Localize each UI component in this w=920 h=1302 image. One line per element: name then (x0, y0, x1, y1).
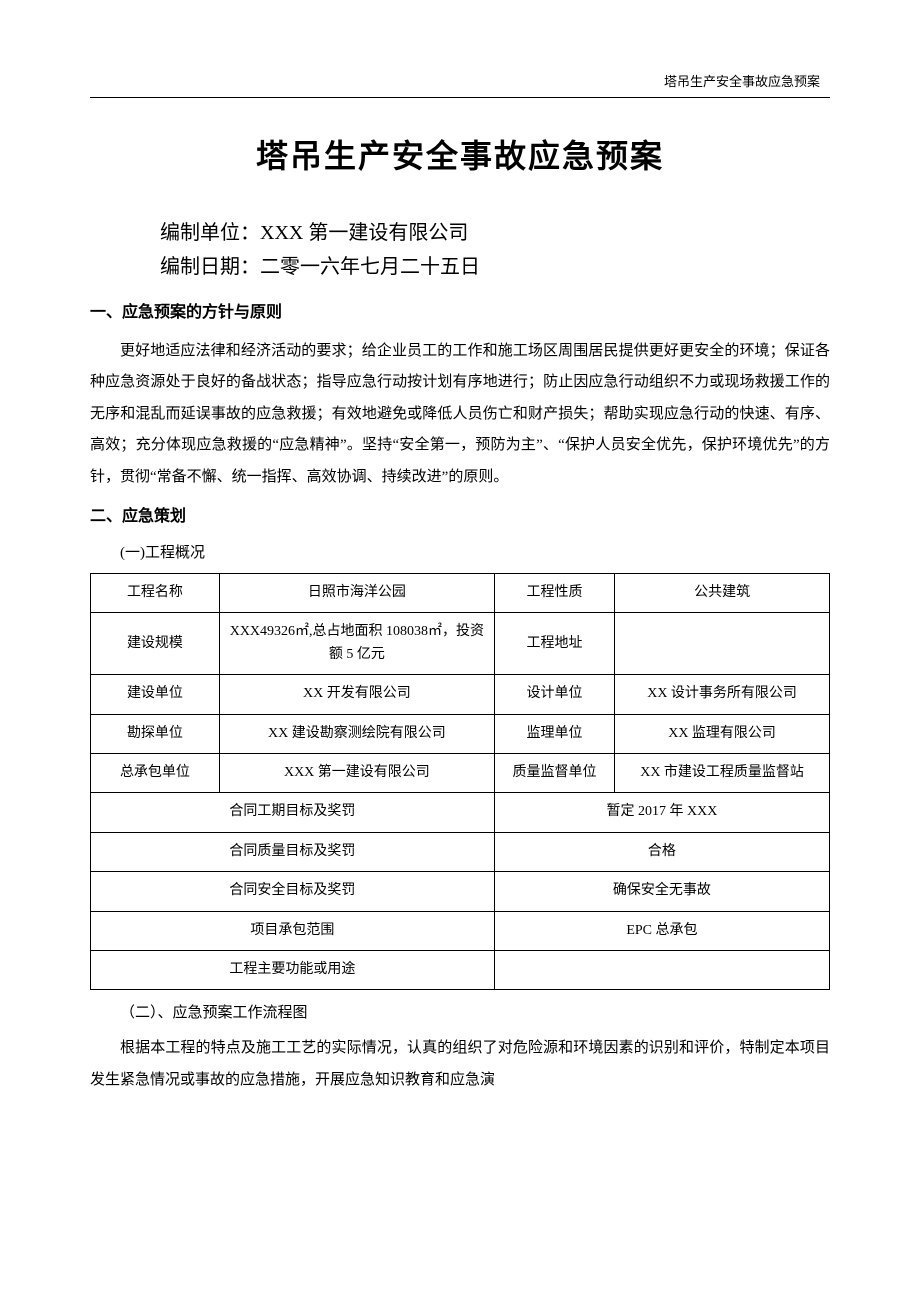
cell-contractor-label: 总承包单位 (91, 754, 220, 793)
cell-safety-target-value: 确保安全无事故 (494, 872, 829, 911)
cell-scope-value: EPC 总承包 (494, 911, 829, 950)
cell-survey-unit-label: 勘探单位 (91, 714, 220, 753)
meta-unit-value: XXX 第一建设有限公司 (260, 222, 468, 244)
cell-design-unit-value: XX 设计事务所有限公司 (615, 675, 830, 714)
section1-para: 更好地适应法律和经济活动的要求；给企业员工的工作和施工场区周围居民提供更好更安全… (90, 336, 830, 494)
cell-build-unit-value: XX 开发有限公司 (219, 675, 494, 714)
cell-duration-value: 暂定 2017 年 XXX (494, 793, 829, 832)
header-divider (90, 97, 830, 98)
cell-quality-unit-label: 质量监督单位 (494, 754, 614, 793)
cell-scale-value: XXX49326㎡,总占地面积 108038㎡，投资额 5 亿元 (219, 613, 494, 675)
cell-address-label: 工程地址 (494, 613, 614, 675)
cell-build-unit-label: 建设单位 (91, 675, 220, 714)
cell-project-nature-value: 公共建筑 (615, 574, 830, 613)
project-info-table: 工程名称 日照市海洋公园 工程性质 公共建筑 建设规模 XXX49326㎡,总占… (90, 573, 830, 990)
meta-date: 编制日期：二零一六年七月二十五日 (160, 250, 830, 284)
cell-function-label: 工程主要功能或用途 (91, 950, 495, 989)
running-header: 塔吊生产安全事故应急预案 (90, 70, 830, 93)
cell-scale-label: 建设规模 (91, 613, 220, 675)
cell-project-nature-label: 工程性质 (494, 574, 614, 613)
section2-sub1: (一)工程概况 (120, 540, 830, 567)
table-row: 工程名称 日照市海洋公园 工程性质 公共建筑 (91, 574, 830, 613)
table-row: 合同质量目标及奖罚 合格 (91, 832, 830, 871)
section2-para2: 根据本工程的特点及施工工艺的实际情况，认真的组织了对危险源和环境因素的识别和评价… (90, 1033, 830, 1096)
meta-unit-label: 编制单位： (160, 222, 260, 244)
cell-project-name-label: 工程名称 (91, 574, 220, 613)
cell-supervise-unit-value: XX 监理有限公司 (615, 714, 830, 753)
section1-heading: 一、应急预案的方针与原则 (90, 299, 830, 328)
cell-safety-target-label: 合同安全目标及奖罚 (91, 872, 495, 911)
cell-contractor-value: XXX 第一建设有限公司 (219, 754, 494, 793)
section2-heading: 二、应急策划 (90, 503, 830, 532)
cell-quality-target-label: 合同质量目标及奖罚 (91, 832, 495, 871)
table-row: 工程主要功能或用途 (91, 950, 830, 989)
table-row: 总承包单位 XXX 第一建设有限公司 质量监督单位 XX 市建设工程质量监督站 (91, 754, 830, 793)
cell-design-unit-label: 设计单位 (494, 675, 614, 714)
meta-date-label: 编制日期： (160, 256, 260, 278)
cell-function-value (494, 950, 829, 989)
section2-sub2: （二）、应急预案工作流程图 (120, 1000, 830, 1027)
cell-supervise-unit-label: 监理单位 (494, 714, 614, 753)
table-row: 合同安全目标及奖罚 确保安全无事故 (91, 872, 830, 911)
cell-quality-target-value: 合格 (494, 832, 829, 871)
cell-duration-label: 合同工期目标及奖罚 (91, 793, 495, 832)
meta-date-value: 二零一六年七月二十五日 (260, 256, 480, 278)
cell-scope-label: 项目承包范围 (91, 911, 495, 950)
meta-block: 编制单位：XXX 第一建设有限公司 编制日期：二零一六年七月二十五日 (160, 216, 830, 284)
cell-quality-unit-value: XX 市建设工程质量监督站 (615, 754, 830, 793)
cell-survey-unit-value: XX 建设勘察测绘院有限公司 (219, 714, 494, 753)
table-row: 勘探单位 XX 建设勘察测绘院有限公司 监理单位 XX 监理有限公司 (91, 714, 830, 753)
table-row: 合同工期目标及奖罚 暂定 2017 年 XXX (91, 793, 830, 832)
table-row: 项目承包范围 EPC 总承包 (91, 911, 830, 950)
cell-address-value (615, 613, 830, 675)
document-title: 塔吊生产安全事故应急预案 (90, 128, 830, 186)
cell-project-name-value: 日照市海洋公园 (219, 574, 494, 613)
table-row: 建设单位 XX 开发有限公司 设计单位 XX 设计事务所有限公司 (91, 675, 830, 714)
meta-unit: 编制单位：XXX 第一建设有限公司 (160, 216, 830, 250)
table-row: 建设规模 XXX49326㎡,总占地面积 108038㎡，投资额 5 亿元 工程… (91, 613, 830, 675)
